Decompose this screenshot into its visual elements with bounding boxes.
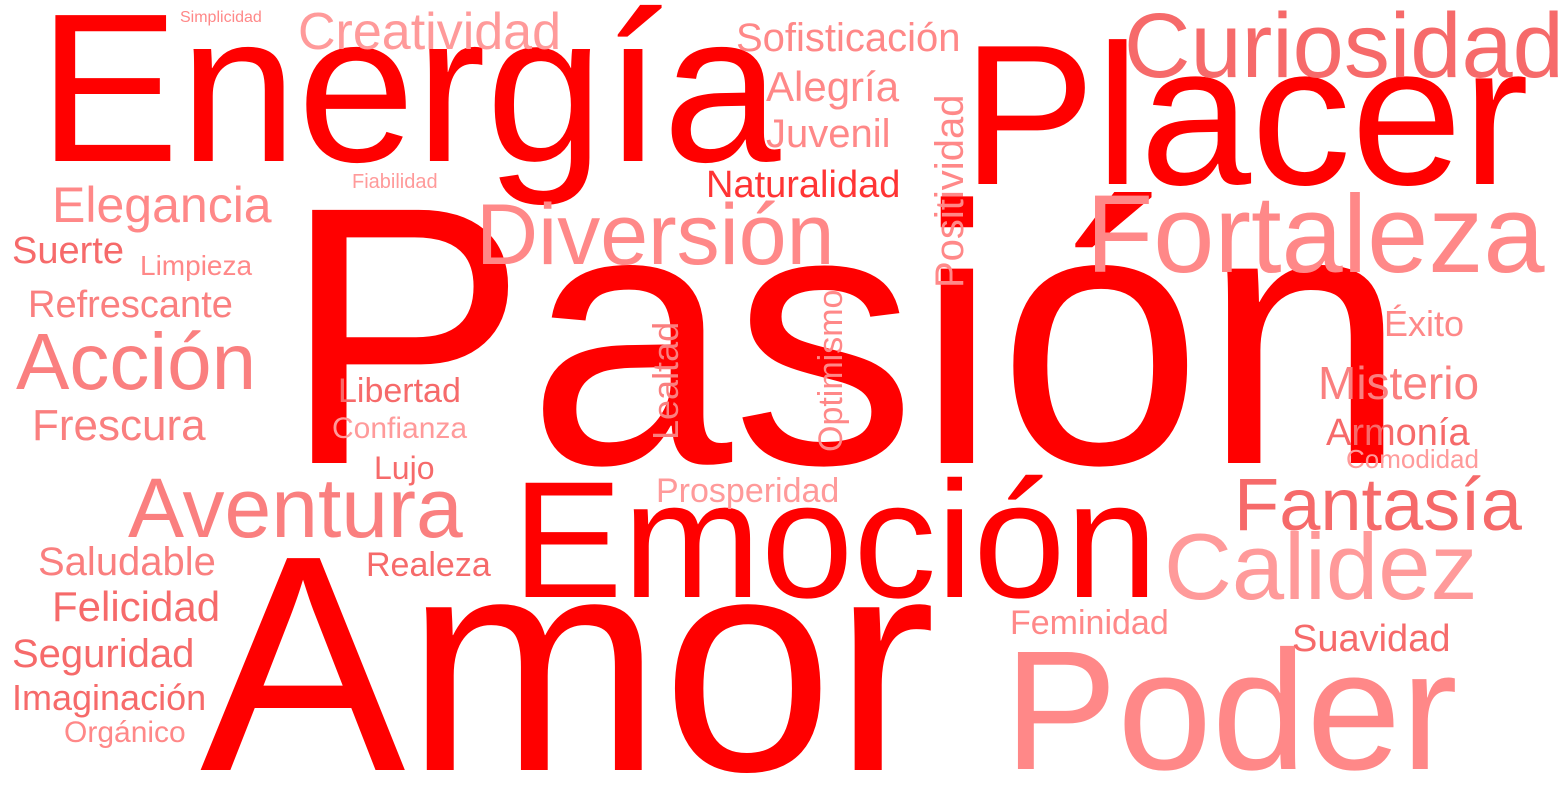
word-felicidad: Felicidad [52,583,221,630]
word-realeza: Realeza [366,546,491,584]
word-suavidad: Suavidad [1292,618,1451,660]
word-pasion: Pasión [282,130,1408,541]
word-prosperidad: Prosperidad [656,472,840,510]
word-lealtad: Lealtad [645,321,686,440]
word-fortaleza: Fortaleza [1086,173,1545,296]
word-positividad: Positividad [928,94,972,288]
word-aventura: Aventura [128,461,463,555]
word-alegria: Alegría [766,63,900,110]
word-imaginacion: Imaginación [12,677,207,718]
word-placer: Placer [962,4,1529,227]
word-fiabilidad: Fiabilidad [352,171,438,193]
word-confianza: Confianza [332,412,468,445]
word-juvenil: Juvenil [766,112,891,156]
word-calidez: Calidez [1164,514,1478,619]
word-suerte: Suerte [12,230,124,272]
word-limpieza: Limpieza [140,250,253,281]
word-armonia: Armonía [1326,412,1470,454]
word-frescura: Frescura [32,401,206,450]
word-exito: Éxito [1384,303,1465,344]
word-energia: Energía [38,0,781,206]
word-creatividad: Creatividad [298,3,562,61]
word-misterio: Misterio [1318,357,1480,409]
word-elegancia: Elegancia [52,177,272,233]
word-poder: Poder [1004,616,1458,790]
word-accion: Acción [16,317,257,406]
word-organico: Orgánico [64,716,186,749]
word-lujo: Lujo [374,450,435,486]
word-curiosidad: Curiosidad [1124,0,1560,97]
word-emocion: Emoción [512,448,1158,633]
word-seguridad: Seguridad [12,632,195,676]
word-simplicidad: Simplicidad [180,9,262,26]
word-sofisticacion: Sofisticación [736,16,961,60]
word-naturalidad: Naturalidad [706,164,901,206]
word-saludable: Saludable [38,540,216,584]
word-refrescante: Refrescante [28,284,233,326]
word-amor: Amor [200,492,936,790]
word-fantasia: Fantasía [1234,463,1522,546]
word-optimismo: Optimismo [812,289,850,452]
word-libertad: Libertad [338,372,461,410]
word-comodidad: Comodidad [1346,444,1479,474]
word-diversion: Diversión [476,187,835,283]
word-feminidad: Feminidad [1010,604,1169,642]
